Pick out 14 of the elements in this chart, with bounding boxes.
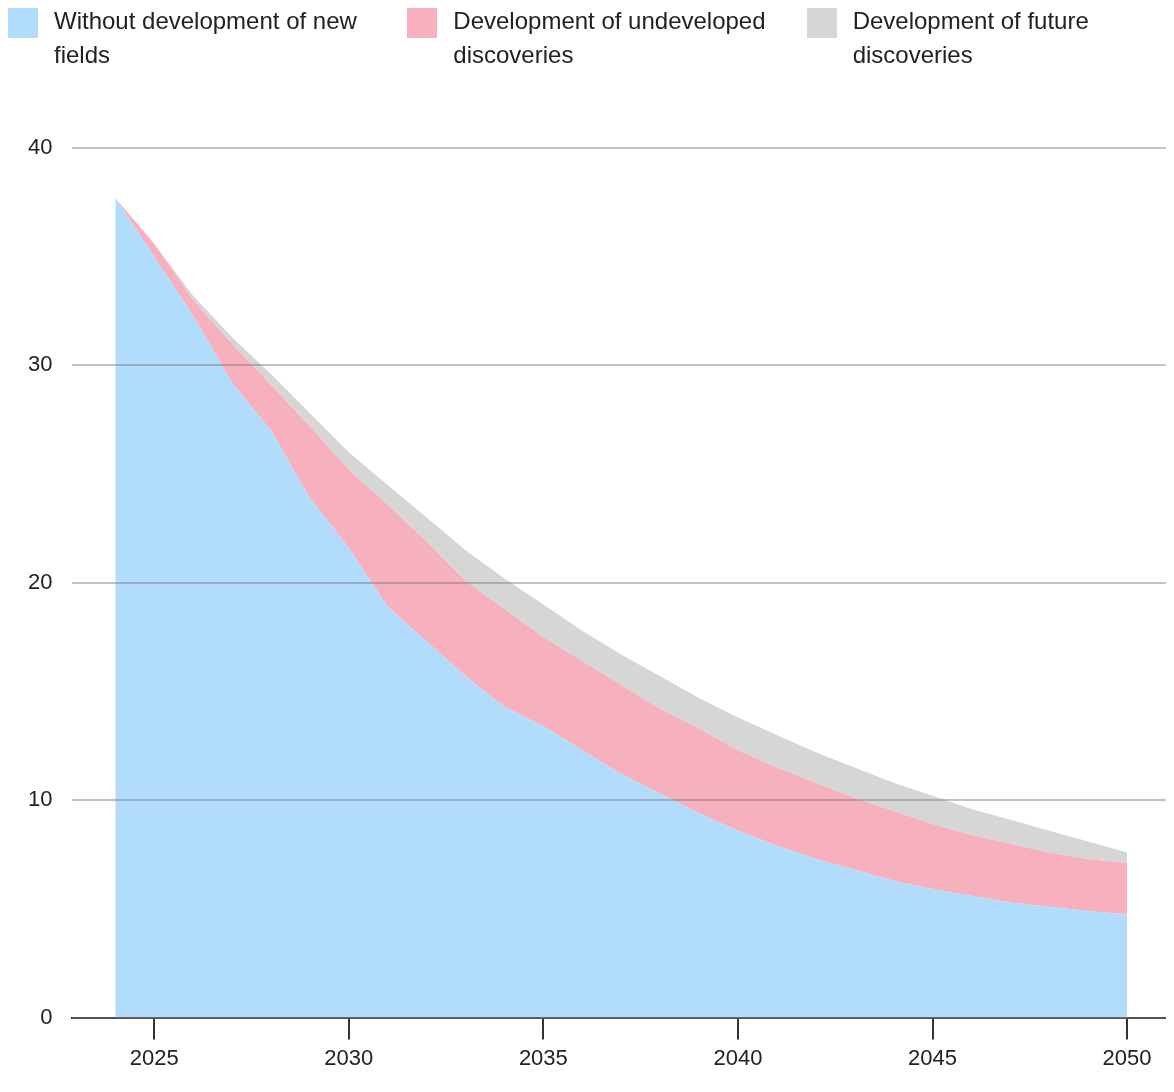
y-tick-label: 30 — [27, 351, 53, 377]
y-tick-label: 20 — [27, 568, 53, 594]
x-tick-label: 2040 — [713, 1044, 763, 1070]
legend-label: Development of undeveloped discoveries — [453, 6, 767, 70]
legend-label: Development of future discoveries — [852, 6, 1090, 70]
x-tick-label: 2050 — [1102, 1044, 1152, 1070]
x-tick-label: 2035 — [518, 1044, 568, 1070]
y-tick-label: 40 — [27, 134, 53, 160]
x-tick-label: 2045 — [908, 1044, 957, 1070]
legend-label: Without development of new fields — [54, 6, 358, 70]
x-tick-label: 2030 — [324, 1044, 374, 1070]
x-tick-label: 2025 — [129, 1044, 179, 1070]
y-tick-label: 10 — [27, 786, 53, 812]
y-tick-label: 0 — [40, 1003, 53, 1029]
